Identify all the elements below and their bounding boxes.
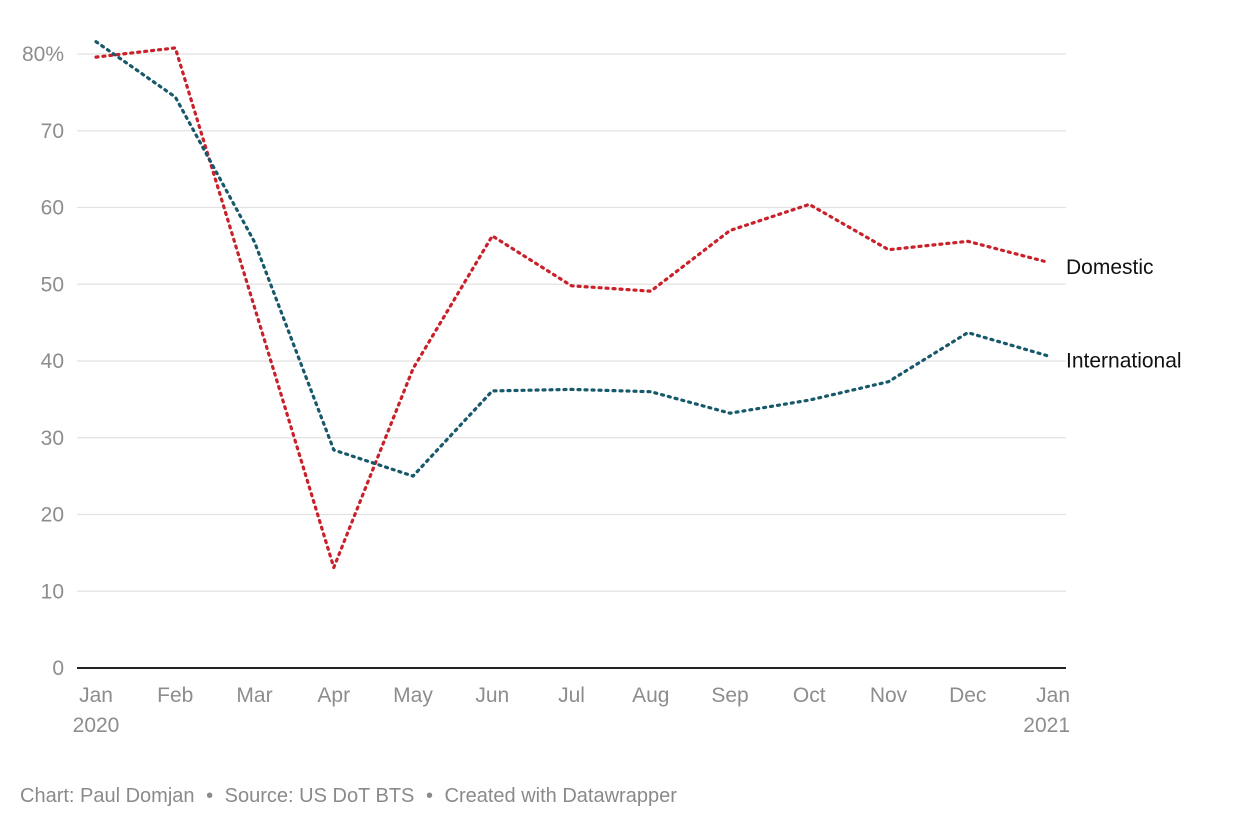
x-tick-label: Sep bbox=[711, 684, 748, 707]
series-line-domestic bbox=[94, 46, 1049, 570]
footer-source: Source: US DoT BTS bbox=[224, 785, 415, 807]
y-tick-label: 40 bbox=[41, 350, 64, 373]
footer-separator: • bbox=[425, 785, 433, 807]
line-chart: 0 10 20 30 40 50 60 70 80% Jan 2020 Feb Mar Apr May Ju… bbox=[22, 40, 1182, 737]
footer-separator: • bbox=[206, 785, 214, 807]
series-lines bbox=[94, 40, 1049, 570]
x-tick-label: Aug bbox=[632, 684, 669, 707]
y-tick-label: 20 bbox=[41, 504, 64, 527]
y-axis-tick-labels: 0 10 20 30 40 50 60 70 80% bbox=[22, 43, 64, 680]
x-tick-label: Mar bbox=[236, 684, 272, 707]
x-tick-label: May bbox=[393, 684, 433, 707]
series-line-international bbox=[94, 40, 1049, 478]
x-tick-label: Jan bbox=[1036, 684, 1070, 707]
y-tick-label: 10 bbox=[41, 580, 64, 603]
y-tick-label: 70 bbox=[41, 120, 64, 143]
x-tick-label: Oct bbox=[793, 684, 826, 707]
x-tick-label: Jun bbox=[475, 684, 509, 707]
x-tick-label-year: 2020 bbox=[73, 714, 120, 737]
chart-canvas: 0 10 20 30 40 50 60 70 80% Jan 2020 Feb Mar Apr May Ju… bbox=[22, 40, 1182, 737]
series-label-domestic: Domestic bbox=[1066, 256, 1154, 279]
y-tick-label: 50 bbox=[41, 273, 64, 296]
x-tick-label-year: 2021 bbox=[1023, 714, 1070, 737]
chart-footer: Chart: Paul Domjan • Source: US DoT BTS … bbox=[20, 785, 677, 808]
gridlines bbox=[77, 53, 1066, 669]
x-axis-tick-labels: Jan 2020 Feb Mar Apr May Jun Jul Aug Sep Oct Nov Dec… bbox=[73, 684, 1070, 737]
x-tick-label: Feb bbox=[157, 684, 193, 707]
series-label-international: International bbox=[1066, 350, 1182, 373]
footer-author: Chart: Paul Domjan bbox=[20, 785, 195, 807]
x-tick-label: Jul bbox=[558, 684, 585, 707]
y-tick-label: 0 bbox=[52, 657, 64, 680]
y-tick-label: 60 bbox=[41, 197, 64, 220]
x-tick-label: Apr bbox=[317, 684, 350, 707]
y-tick-label: 80% bbox=[22, 43, 64, 66]
x-tick-label: Nov bbox=[870, 684, 908, 707]
y-tick-label: 30 bbox=[41, 427, 64, 450]
series-labels: Domestic International bbox=[1066, 256, 1182, 373]
x-tick-label: Jan bbox=[79, 684, 113, 707]
x-tick-label: Dec bbox=[949, 684, 986, 707]
footer-credit: Created with Datawrapper bbox=[444, 785, 677, 807]
